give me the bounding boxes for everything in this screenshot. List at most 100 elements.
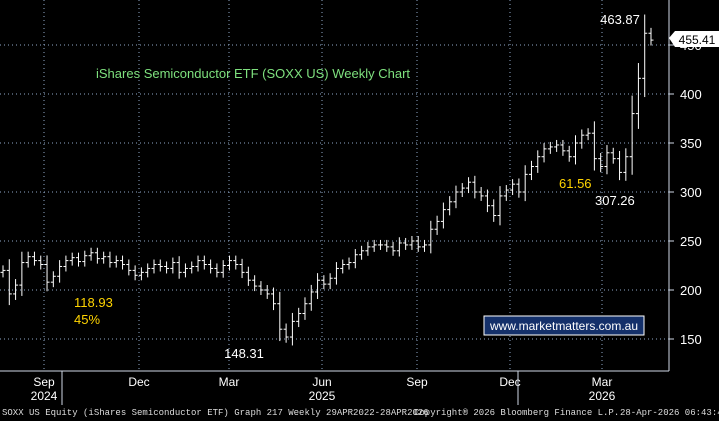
- ohlc-bar: [554, 139, 560, 152]
- ohlc-bar: [390, 241, 396, 256]
- ohlc-bar: [289, 312, 295, 346]
- ohlc-bar: [352, 249, 358, 269]
- ohlc-bar: [69, 252, 75, 266]
- ohlc-bar: [101, 251, 107, 264]
- ohlc-bar: [31, 251, 37, 266]
- ohlc-bar: [617, 150, 623, 181]
- ohlc-bar: [384, 239, 390, 252]
- y-tick-label: 150: [680, 332, 702, 347]
- ohlc-bar: [409, 236, 415, 250]
- ohlc-bar: [484, 189, 490, 213]
- price-chart: 150200250300350400450 SepDecMarJunSepDec…: [0, 0, 719, 405]
- ohlc-bar: [648, 27, 654, 46]
- ohlc-bar: [132, 265, 138, 281]
- ohlc-bar: [226, 255, 232, 271]
- ohlc-bar: [151, 259, 157, 274]
- ohlc-bar: [333, 262, 339, 285]
- ohlc-bar: [170, 257, 176, 274]
- ohlc-bar: [466, 177, 472, 194]
- x-tick-label: Sep: [33, 375, 55, 389]
- y-tick-label: 350: [680, 136, 702, 151]
- ohlc-bar: [604, 145, 610, 175]
- ohlc-bar: [120, 255, 126, 270]
- annotation-left-2: 45%: [74, 312, 100, 327]
- ohlc-bar: [245, 266, 251, 286]
- x-tick-label: Dec: [128, 375, 149, 389]
- ohlc-bar: [189, 261, 195, 274]
- ohlc-bar: [447, 196, 453, 216]
- ohlc-bar: [107, 251, 113, 268]
- ohlc-bar: [308, 284, 314, 311]
- ohlc-bar: [528, 160, 534, 181]
- y-tick-label: 250: [680, 234, 702, 249]
- ohlc-bar: [19, 251, 25, 296]
- ohlc-bar: [346, 257, 352, 270]
- ohlc-bar: [220, 260, 226, 278]
- ohlc-bar: [377, 239, 383, 250]
- ohlc-bar: [415, 236, 421, 252]
- ohlc-bar: [126, 259, 132, 276]
- ohlc-bar: [277, 291, 283, 342]
- ohlc-bar: [157, 259, 163, 272]
- annotation-high: 463.87: [600, 12, 640, 27]
- ohlc-bar: [541, 143, 547, 163]
- ohlc-bar: [623, 148, 629, 181]
- ohlc-bar: [195, 255, 201, 272]
- ohlc-bar: [635, 63, 641, 129]
- ohlc-bar: [145, 263, 151, 278]
- annotation-left-1: 118.93: [74, 295, 113, 310]
- ohlc-bar: [560, 139, 566, 156]
- ohlc-bar: [610, 147, 616, 164]
- ohlc-bar: [440, 202, 446, 229]
- ohlc-bar: [283, 323, 289, 343]
- ohlc-bar: [315, 273, 321, 300]
- y-axis: 150200250300350400450: [668, 0, 702, 371]
- ohlc-bar: [522, 165, 528, 202]
- chart-title: iShares Semiconductor ETF (SOXX US) Week…: [96, 66, 410, 81]
- ohlc-bar: [403, 237, 409, 250]
- ohlc-bar: [94, 247, 100, 264]
- ohlc-bar: [113, 255, 119, 268]
- footer: SOXX US Equity (iShares Semiconductor ET…: [0, 405, 719, 421]
- annotation-pullback-amount: 61.56: [559, 176, 592, 191]
- ohlc-bar: [396, 237, 402, 257]
- ohlc-bar: [321, 275, 327, 290]
- ohlc-bar: [44, 255, 50, 292]
- ohlc-bars: [0, 14, 654, 346]
- ohlc-bar: [478, 187, 484, 201]
- x-tick-label: Mar: [219, 375, 240, 389]
- x-tick-label: Mar: [592, 375, 613, 389]
- last-price-label: 455.41: [679, 33, 716, 47]
- ohlc-bar: [497, 186, 503, 226]
- watermark-box: [483, 315, 645, 336]
- y-tick-label: 200: [680, 283, 702, 298]
- ohlc-bar: [591, 121, 597, 171]
- ohlc-bar: [38, 255, 44, 270]
- ohlc-bar: [0, 265, 6, 278]
- ohlc-bar: [302, 297, 308, 320]
- last-price-marker: [669, 31, 719, 47]
- ohlc-bar: [138, 267, 144, 281]
- ohlc-bar: [359, 245, 365, 260]
- footer-left: SOXX US Equity (iShares Semiconductor ET…: [2, 408, 429, 418]
- y-tick-label: 300: [680, 185, 702, 200]
- ohlc-bar: [642, 14, 648, 98]
- ohlc-bar: [459, 183, 465, 197]
- ohlc-bar: [82, 250, 88, 267]
- x-tick-label: Jun: [312, 375, 331, 389]
- y-tick-label: 400: [680, 87, 702, 102]
- ohlc-bar: [264, 285, 270, 299]
- ohlc-bar: [371, 239, 377, 252]
- ohlc-bar: [182, 263, 188, 278]
- ohlc-bar: [25, 251, 31, 268]
- ohlc-bar: [579, 129, 585, 149]
- ohlc-bar: [510, 179, 516, 196]
- ohlc-bar: [50, 271, 56, 288]
- ohlc-bar: [75, 252, 81, 267]
- ohlc-bar: [573, 135, 579, 165]
- ohlc-bar: [566, 145, 572, 162]
- x-year-label: 2026: [589, 389, 616, 403]
- ohlc-bar: [422, 239, 428, 252]
- x-axis: Sep Dec Mar Jun Sep Dec Mar 2024 2025 2026: [0, 370, 669, 405]
- ohlc-bar: [164, 261, 170, 274]
